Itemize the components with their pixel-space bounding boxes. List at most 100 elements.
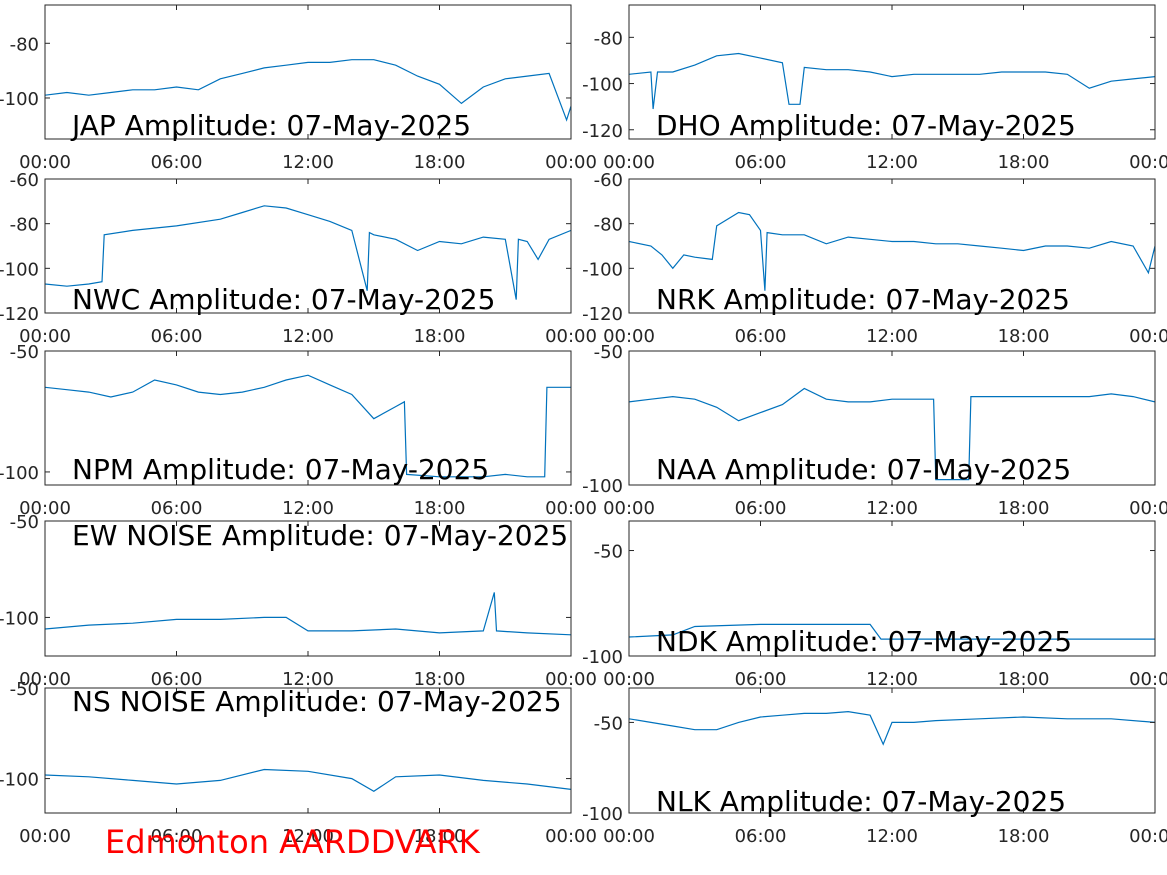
data-line xyxy=(629,52,1155,110)
x-tick-label: 00:00 xyxy=(19,326,71,347)
x-tick-label: 12:00 xyxy=(282,498,334,519)
panel-title: NDK Amplitude: 07-May-2025 xyxy=(656,625,1072,658)
x-tick-label: 06:00 xyxy=(151,826,203,847)
x-tick-label: 06:00 xyxy=(151,669,203,690)
panel: -100 -50 00:00 06:00 12:00 18:00 00:00 EW NOISE… xyxy=(0,512,597,690)
data-line xyxy=(629,387,1155,481)
x-tick-label: 18:00 xyxy=(414,152,466,173)
y-tick-label: -100 xyxy=(582,476,623,497)
x-tick-label: 00:00 xyxy=(19,826,71,847)
x-tick-label: 00:00 xyxy=(1129,152,1167,173)
x-tick-label: 00:00 xyxy=(545,498,597,519)
x-tick-label: 00:00 xyxy=(545,152,597,173)
panel-title: EW NOISE Amplitude: 07-May-2025 xyxy=(72,519,568,552)
x-tick-label: 00:00 xyxy=(19,152,71,173)
x-tick-label: 06:00 xyxy=(735,152,787,173)
y-tick-label: -80 xyxy=(594,28,623,49)
y-tick-label: -50 xyxy=(10,342,39,363)
data-line xyxy=(629,710,1155,746)
y-tick-label: -100 xyxy=(582,259,623,280)
y-tick-label: -100 xyxy=(0,770,39,791)
x-tick-label: 18:00 xyxy=(998,326,1050,347)
x-tick-label: 12:00 xyxy=(866,498,918,519)
data-line xyxy=(45,59,571,122)
y-tick-label: -50 xyxy=(10,512,39,533)
x-tick-label: 00:00 xyxy=(603,669,655,690)
panel: -100 -80 00:00 06:00 12:00 18:00 00:00 JAP Ampl… xyxy=(0,4,597,173)
x-tick-label: 00:00 xyxy=(603,498,655,519)
x-tick-label: 00:00 xyxy=(545,669,597,690)
x-tick-label: 06:00 xyxy=(735,669,787,690)
x-tick-label: 12:00 xyxy=(866,152,918,173)
panel-title: NWC Amplitude: 07-May-2025 xyxy=(72,283,495,316)
y-tick-label: -100 xyxy=(582,75,623,96)
x-tick-label: 18:00 xyxy=(998,669,1050,690)
x-tick-label: 12:00 xyxy=(282,669,334,690)
x-tick-label: 00:00 xyxy=(19,669,71,690)
x-tick-label: 18:00 xyxy=(414,326,466,347)
footer-title: Edmonton AARDDVARK xyxy=(105,823,481,861)
y-tick-label: -120 xyxy=(582,304,623,325)
x-tick-label: 12:00 xyxy=(282,152,334,173)
x-tick-label: 18:00 xyxy=(998,826,1050,847)
x-tick-label: 06:00 xyxy=(735,498,787,519)
y-tick-label: -60 xyxy=(10,170,39,191)
x-tick-label: 12:00 xyxy=(282,826,334,847)
x-tick-label: 00:00 xyxy=(603,152,655,173)
data-line xyxy=(45,768,571,793)
data-line xyxy=(45,205,571,300)
y-tick-label: -100 xyxy=(0,463,39,484)
x-tick-label: 18:00 xyxy=(414,669,466,690)
y-tick-label: -120 xyxy=(582,121,623,142)
x-tick-label: 12:00 xyxy=(282,326,334,347)
x-tick-label: 00:00 xyxy=(545,826,597,847)
y-tick-label: -60 xyxy=(594,170,623,191)
panel-title: NPM Amplitude: 07-May-2025 xyxy=(72,453,489,486)
x-tick-label: 18:00 xyxy=(414,498,466,519)
y-tick-label: -50 xyxy=(10,679,39,700)
panel-title: NAA Amplitude: 07-May-2025 xyxy=(656,453,1071,486)
x-tick-label: 06:00 xyxy=(151,326,203,347)
y-tick-label: -50 xyxy=(594,542,623,563)
panel: -120-100-8000:0006:0012:0018:0000:00DHO … xyxy=(582,4,1167,173)
y-tick-label: -120 xyxy=(0,304,39,325)
x-tick-label: 12:00 xyxy=(866,826,918,847)
y-tick-label: -50 xyxy=(594,342,623,363)
y-tick-label: -80 xyxy=(594,215,623,236)
panel: -100 -50 00:00 06:00 12:00 18:00 00:00 NS NOISE… xyxy=(0,679,597,847)
y-tick-label: -100 xyxy=(0,259,39,280)
data-line xyxy=(629,211,1155,291)
data-line xyxy=(45,374,571,478)
x-tick-label: 12:00 xyxy=(866,326,918,347)
x-tick-label: 00:00 xyxy=(603,826,655,847)
x-tick-label: 06:00 xyxy=(151,152,203,173)
x-tick-label: 00:00 xyxy=(1129,498,1167,519)
y-tick-label: -80 xyxy=(10,215,39,236)
y-tick-label: -100 xyxy=(0,608,39,629)
panel-title: NRK Amplitude: 07-May-2025 xyxy=(656,283,1070,316)
y-tick-label: -100 xyxy=(582,647,623,668)
x-tick-label: 18:00 xyxy=(998,498,1050,519)
y-tick-label: -100 xyxy=(582,804,623,825)
panel-title: DHO Amplitude: 07-May-2025 xyxy=(656,109,1076,142)
x-tick-label: 00:00 xyxy=(1129,669,1167,690)
x-tick-label: 06:00 xyxy=(735,826,787,847)
x-tick-label: 00:00 xyxy=(1129,826,1167,847)
x-tick-label: 00:00 xyxy=(1129,326,1167,347)
x-tick-label: 00:00 xyxy=(19,498,71,519)
y-tick-label: -50 xyxy=(594,713,623,734)
y-tick-label: -80 xyxy=(10,34,39,55)
x-tick-label: 00:00 xyxy=(603,326,655,347)
x-tick-label: 06:00 xyxy=(735,326,787,347)
y-tick-label: -100 xyxy=(0,89,39,110)
panel: -120-100-80-6000:0006:0012:0018:0000:00N… xyxy=(582,170,1167,347)
x-tick-label: 18:00 xyxy=(414,826,466,847)
x-tick-label: 18:00 xyxy=(998,152,1050,173)
panel-title: NLK Amplitude: 07-May-2025 xyxy=(656,785,1066,818)
